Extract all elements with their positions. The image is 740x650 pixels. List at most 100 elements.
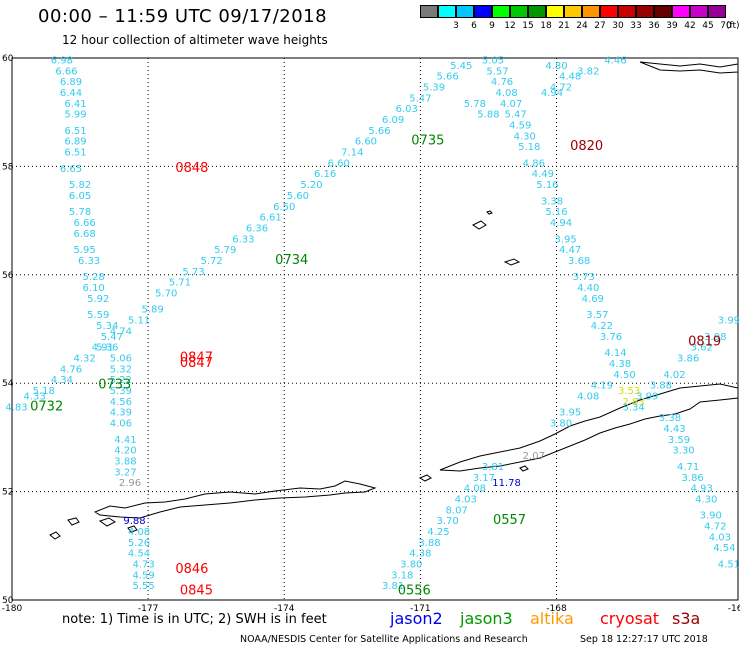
pass-time-label: 0819	[688, 334, 721, 349]
wave-height-value: 3.95	[559, 408, 581, 419]
wave-height-value: 4.76	[60, 364, 82, 375]
legend-swatch	[420, 5, 438, 18]
legend-swatch	[690, 5, 708, 18]
wave-height-value: 4.91	[92, 343, 114, 354]
wave-height-value: 5.79	[214, 245, 236, 256]
pass-time-label: 0845	[180, 584, 213, 599]
map-frame	[11, 57, 739, 601]
x-tick-label: -164	[728, 604, 740, 614]
wave-height-value: 5.47	[505, 110, 527, 121]
legend-swatch	[456, 5, 474, 18]
wave-height-value: 4.19	[591, 381, 613, 392]
pass-time-label: 0735	[411, 134, 444, 149]
wave-height-value: 5.39	[423, 83, 445, 94]
wave-height-value: 4.32	[73, 354, 95, 365]
legend-swatch	[708, 5, 726, 18]
wave-height-value: 6.51	[64, 126, 86, 137]
wave-height-value: 3.90	[700, 511, 722, 522]
wave-height-value: 4.47	[559, 245, 581, 256]
wave-height-value: 4.03	[455, 494, 477, 505]
wave-height-value: 6.41	[64, 99, 86, 110]
legend-swatch	[510, 5, 528, 18]
wave-height-value: 3.57	[586, 310, 608, 321]
wave-height-value: 6.65	[60, 164, 82, 175]
coastline	[49, 61, 739, 540]
x-tick-label: -171	[410, 604, 430, 614]
wave-height-value: 4.14	[604, 348, 626, 359]
wave-height-value: 4.50	[613, 370, 635, 381]
wave-height-value: 4.20	[114, 446, 136, 457]
pass-time-label: 0734	[275, 253, 308, 268]
wave-height-value: 3.34	[623, 402, 645, 413]
wave-height-value: 3.68	[568, 256, 590, 267]
wave-height-value: 6.50	[273, 202, 295, 213]
wave-height-value: 4.39	[110, 408, 132, 419]
wave-height-value: 5.82	[69, 180, 91, 191]
wave-height-value: 5.36	[96, 343, 118, 354]
wave-height-value: 4.72	[704, 522, 726, 533]
wave-height-value: 4.49	[532, 169, 554, 180]
wave-height-value: 4.33	[24, 391, 46, 402]
legend-label: 33	[630, 21, 642, 31]
wave-height-value: 6.05	[69, 191, 91, 202]
wave-height-value: 5.16	[536, 180, 558, 191]
wave-height-value: 3.86	[677, 354, 699, 365]
wave-height-value: 6.61	[260, 213, 282, 224]
legend-label: 45	[702, 21, 714, 31]
wave-height-value: 6.68	[73, 229, 95, 240]
y-tick-label: 54	[2, 379, 14, 389]
wave-height-value: 5.73	[182, 267, 204, 278]
legend-unit: (ft)	[726, 21, 740, 31]
wave-height-value: 5.05	[482, 55, 504, 66]
wave-height-value: 9.88	[123, 516, 145, 527]
wave-height-value: 3.98	[704, 332, 726, 343]
y-tick-label: 56	[2, 271, 14, 281]
wave-height-value: 5.32	[110, 364, 132, 375]
wave-height-value: 4.25	[427, 527, 449, 538]
x-tick-label: -174	[274, 604, 295, 614]
map-grid: -180 -177 -174 -171 -168 -164 60 58 56 54 52 50	[2, 54, 740, 614]
wave-height-value: 5.89	[142, 305, 164, 316]
legend-label: 24	[576, 21, 588, 31]
wave-height-value: 4.30	[695, 494, 717, 505]
wave-height-value: 5.78	[69, 207, 91, 218]
satellite-cryosat: cryosat	[600, 609, 660, 628]
pass-time-label: 0847	[180, 356, 213, 371]
wave-height-value: 5.45	[450, 61, 472, 72]
wave-height-value: 4.72	[550, 83, 572, 94]
track-s3a-820-upper: 4.804.484.72 3.82 4.94 4.46	[541, 55, 627, 99]
wave-height-value: 5.59	[87, 310, 109, 321]
wave-height-value: 3.99	[636, 391, 658, 402]
wave-height-value: 6.33	[78, 256, 100, 267]
wave-height-value: 4.22	[591, 321, 613, 332]
wave-height-value: 5.70	[155, 288, 177, 299]
legend-label: 39	[666, 21, 678, 31]
legend-label: 30	[612, 21, 624, 31]
pass-time-label: 0732	[30, 399, 63, 414]
wave-height-value: 4.56	[110, 397, 132, 408]
footer-note: note: 1) Time is in UTC; 2) SWH is in fe…	[62, 612, 327, 627]
pass-time-label: 0820	[570, 139, 603, 154]
islet-west-4	[127, 525, 138, 533]
y-tick-label: 52	[2, 488, 13, 498]
wave-height-value: 4.07	[500, 99, 522, 110]
wave-height-value: 4.08	[577, 391, 599, 402]
wave-height-value: 4.08	[495, 88, 517, 99]
legend-swatch	[564, 5, 582, 18]
wave-height-value: 4.43	[663, 424, 685, 435]
wave-height-value: 3.80	[400, 559, 422, 570]
wave-height-value: 6.33	[232, 234, 254, 245]
satellite-jason3: jason3	[460, 609, 513, 628]
legend-swatch	[654, 5, 672, 18]
wave-height-value: 5.34	[96, 321, 118, 332]
legend-swatch	[438, 5, 456, 18]
wave-height-value: 4.38	[409, 549, 431, 560]
alaska-coast-north	[639, 61, 739, 74]
wave-height-value: 6.60	[355, 137, 377, 148]
wave-height-value: 5.06	[110, 354, 132, 365]
wave-height-value: 3.95	[554, 234, 576, 245]
wave-height-value: 4.40	[577, 283, 599, 294]
wave-height-value: 3.70	[436, 516, 458, 527]
wave-height-value: 3.88	[418, 538, 440, 549]
